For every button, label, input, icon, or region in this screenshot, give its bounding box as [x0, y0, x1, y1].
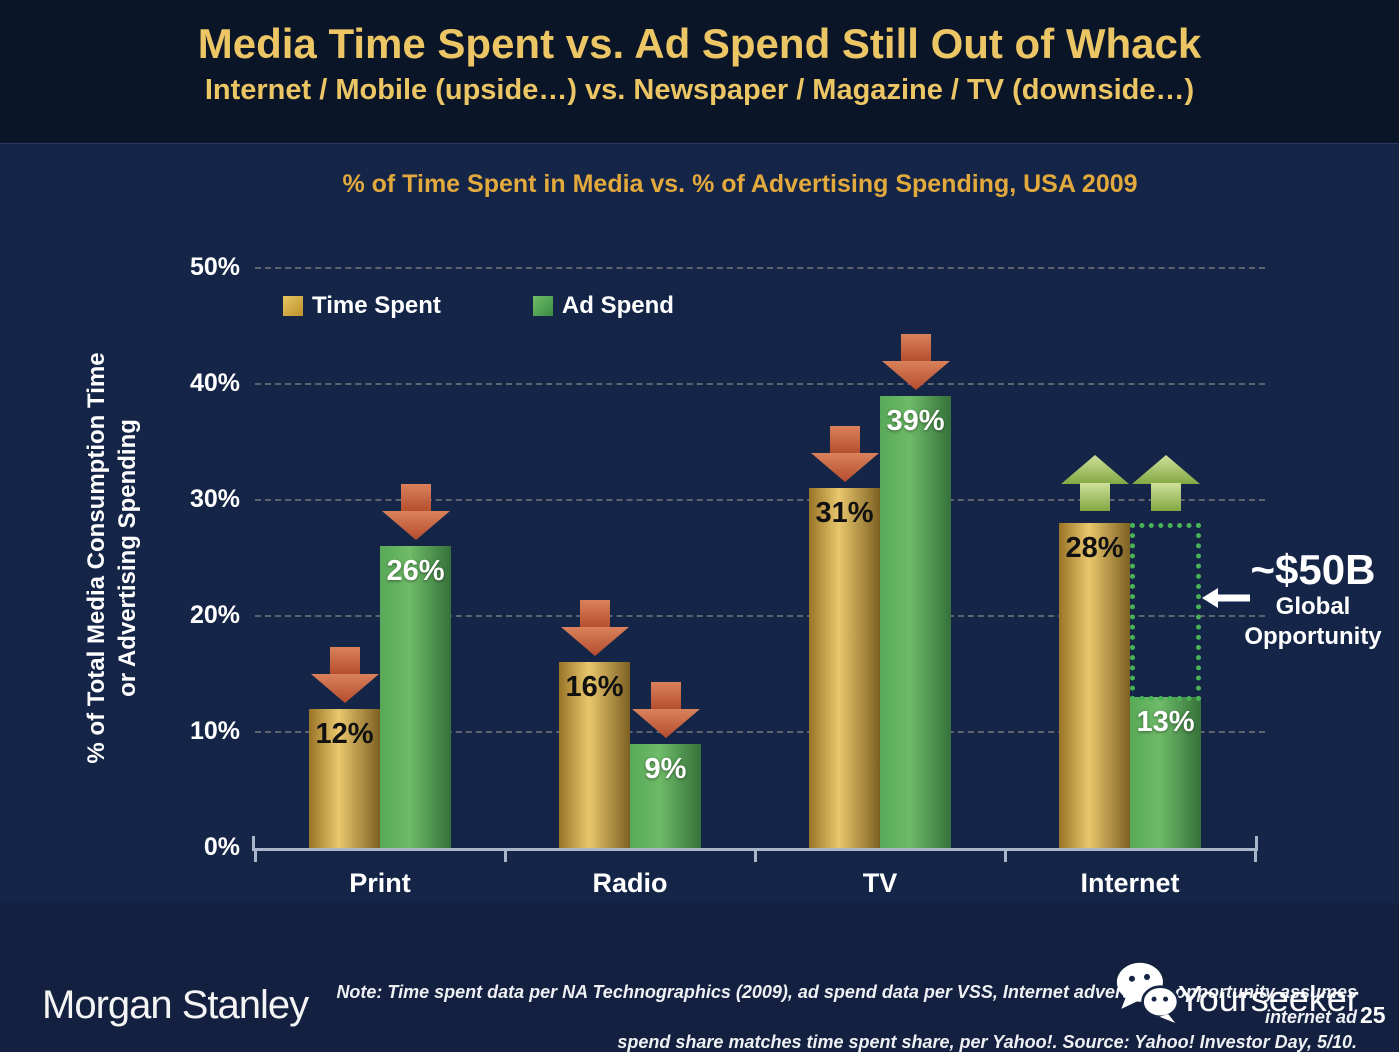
opportunity-gap-rect [1130, 523, 1201, 702]
x-axis-tick [1254, 848, 1257, 862]
bar-time-spent [1059, 523, 1130, 848]
x-axis-tick [254, 848, 257, 862]
down-arrow-icon [881, 333, 951, 390]
gridline [255, 499, 1265, 501]
legend-label-ad-spend: Ad Spend [561, 292, 674, 319]
opportunity-label-line3: Opportunity [1244, 623, 1382, 650]
gridline [255, 615, 1265, 617]
gridline [255, 383, 1265, 385]
bar-value-label: 31% [815, 497, 874, 530]
slide-title: Media Time Spent vs. Ad Spend Still Out … [197, 20, 1202, 67]
opportunity-annotation: ~$50B Global Opportunity [1243, 548, 1383, 652]
bar-value-label: 13% [1136, 706, 1195, 739]
up-arrow-icon [1060, 455, 1130, 512]
legend-swatch-time-spent [283, 296, 303, 316]
bar-ad-spend [380, 546, 451, 848]
y-tick-label: 0% [203, 833, 240, 861]
left-arrow-icon [1202, 586, 1250, 615]
y-tick-label: 50% [189, 253, 240, 281]
source-note-line2: spend share matches time spent share, pe… [617, 1032, 1357, 1052]
bar-value-label: 9% [644, 752, 687, 785]
opportunity-label-line2: Global [1275, 593, 1351, 620]
watermark-text: Yourseeker [1178, 978, 1359, 1019]
bar-value-label: 16% [565, 671, 624, 704]
source-note-line1: Note: Time spent data per NA Technograph… [336, 982, 1357, 1027]
bar-time-spent [309, 708, 380, 848]
bar-value-label: 12% [315, 717, 374, 750]
y-tick-label: 10% [189, 717, 240, 745]
gridline [255, 731, 1265, 733]
x-category-label: Print [349, 868, 411, 898]
morgan-stanley-logo: Morgan Stanley [42, 983, 309, 1027]
slide-subtitle: Internet / Mobile (upside…) vs. Newspape… [204, 74, 1195, 106]
down-arrow-icon [381, 484, 451, 541]
bar-ad-spend [630, 743, 701, 848]
bar-time-spent [809, 488, 880, 848]
down-arrow-icon [810, 426, 880, 483]
x-axis-end-tick [252, 836, 255, 848]
chart-title: % of Time Spent in Media vs. % of Advert… [342, 170, 1138, 198]
y-tick-label: 30% [189, 485, 240, 513]
page-number: 25 [1360, 1002, 1386, 1028]
y-tick-label: 40% [189, 369, 240, 397]
legend-item-ad-spend: Ad Spend [532, 292, 674, 320]
legend-swatch-ad-spend [532, 296, 553, 316]
wechat-icon [1114, 961, 1180, 1028]
down-arrow-icon [310, 646, 380, 703]
x-axis-end-tick [1255, 836, 1258, 848]
legend-item-time-spent: Time Spent [283, 292, 441, 320]
down-arrow-icon [560, 600, 630, 657]
bar-ad-spend [880, 395, 951, 848]
y-tick-label: 20% [189, 601, 240, 629]
bar-value-label: 39% [886, 404, 945, 437]
x-category-label: Radio [592, 868, 668, 898]
x-category-label: Internet [1080, 868, 1180, 898]
footer-band [0, 903, 1399, 1052]
chart-legend: Time Spent Ad Spend [283, 292, 674, 320]
bar-ad-spend [1130, 697, 1201, 848]
header-band [0, 0, 1399, 144]
x-category-label: TV [862, 868, 898, 898]
gridline [255, 267, 1265, 269]
y-axis-label: % of Total Media Consumption Time or Adv… [81, 352, 143, 763]
bar-value-label: 26% [386, 555, 445, 588]
bar-value-label: 28% [1065, 532, 1124, 565]
x-axis-tick [1004, 848, 1007, 862]
up-arrow-icon [1131, 455, 1201, 512]
down-arrow-icon [631, 681, 701, 738]
y-axis-label-line1: % of Total Media Consumption Time [83, 352, 110, 764]
opportunity-amount: ~$50B [1250, 546, 1376, 593]
legend-label-time-spent: Time Spent [312, 292, 441, 319]
x-axis-tick [504, 848, 507, 862]
y-axis-label-line2: or Advertising Spending [114, 419, 141, 697]
bar-time-spent [559, 662, 630, 848]
x-axis-tick [754, 848, 757, 862]
source-note: Note: Time spent data per NA Technograph… [307, 980, 1357, 1052]
